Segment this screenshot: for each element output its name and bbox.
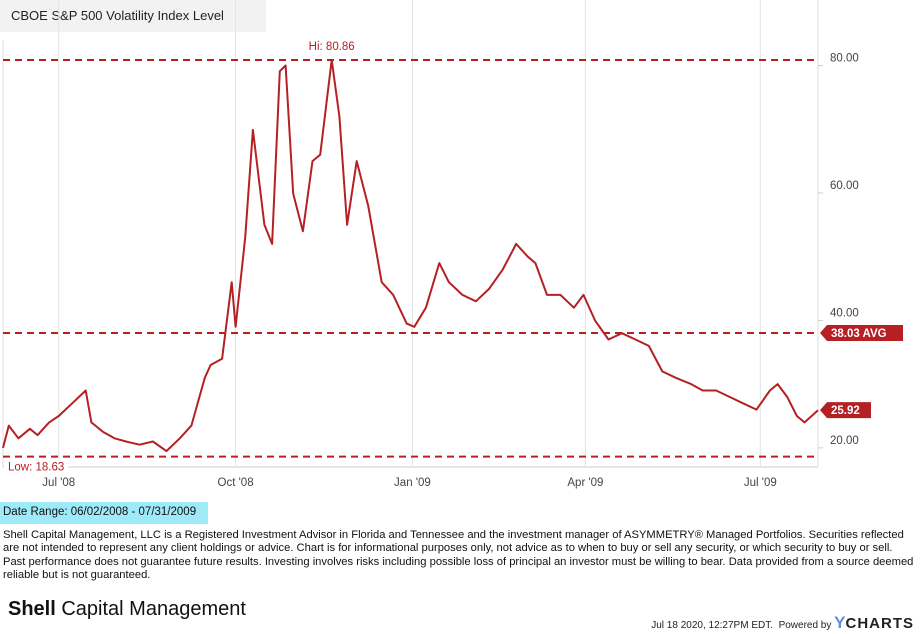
footer-credit: Jul 18 2020, 12:27PM EDT. Powered by YCH…: [651, 613, 914, 633]
brand-name-strong: Shell: [8, 598, 56, 620]
y-tick-label: 80.00: [830, 52, 859, 64]
reference-lines: [3, 59, 818, 458]
x-tick-label: Oct '08: [218, 477, 254, 489]
last-value-badge: [820, 402, 871, 419]
brand-logo: Shell Capital Management: [8, 598, 246, 621]
x-tick-label: Jul '08: [42, 477, 75, 489]
ycharts-logo-text: CHARTS: [845, 615, 914, 632]
low-label: Low: 18.63: [8, 462, 64, 474]
avg-label: 38.03 AVG: [831, 328, 887, 340]
x-tick-label: Apr '09: [567, 477, 603, 489]
series-layer: [2, 59, 819, 453]
x-tick-label: Jul '09: [744, 477, 777, 489]
hi-label: Hi: 80.86: [309, 41, 355, 53]
avg-badge: [820, 324, 903, 341]
y-tick-label: 40.00: [830, 307, 859, 319]
date-range-label: Date Range: 06/02/2008 - 07/31/2009: [0, 502, 208, 524]
disclaimer-text: Shell Capital Management, LLC is a Regis…: [3, 529, 914, 582]
footer-powered-by: Powered by: [778, 620, 832, 631]
chart-title: CBOE S&P 500 Volatility Index Level: [0, 0, 266, 32]
last-value-label: 25.92: [831, 405, 860, 417]
footer-timestamp: Jul 18 2020, 12:27PM EDT.: [651, 620, 773, 631]
y-tick-label: 60.00: [830, 180, 859, 192]
chart-gridlines: [2, 0, 819, 468]
ycharts-logo-y: Y: [834, 613, 846, 632]
axis-labels: Jul '08 Oct '08 Jan '09 Apr '09 Jul '09 20.00…: [4, 41, 903, 489]
low-label-bg: [4, 458, 68, 474]
y-tick-label: 20.00: [830, 435, 859, 447]
brand-name-rest: Capital Management: [55, 598, 246, 620]
vix-line-chart: Jul '08 Oct '08 Jan '09 Apr '09 Jul '09 20.00…: [2, 0, 903, 489]
vix-series-line: [2, 59, 819, 453]
x-tick-label: Jan '09: [394, 477, 431, 489]
